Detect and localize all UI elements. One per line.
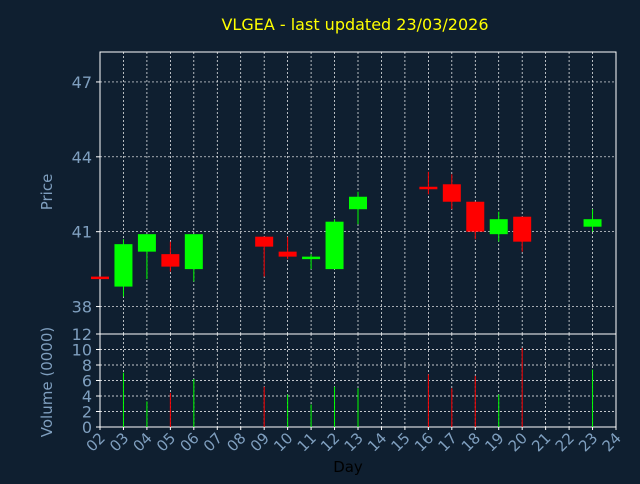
price-axis-label: Price: [38, 174, 56, 211]
x-tick-label: 16: [411, 429, 437, 455]
x-tick-label: 19: [481, 429, 507, 455]
x-axis-label: Day: [333, 458, 363, 476]
candle-body: [513, 216, 532, 242]
candle-body: [442, 184, 461, 202]
volume-tick-label: 2: [82, 403, 92, 422]
x-tick-label: 12: [317, 429, 343, 455]
x-tick-label: 06: [176, 429, 202, 455]
x-tick-label: 09: [247, 429, 273, 455]
x-tick-label: 08: [223, 429, 249, 455]
candle-body: [325, 221, 344, 270]
volume-axis-label: Volume (0000): [38, 327, 56, 437]
x-tick-label: 07: [200, 429, 226, 455]
price-tick-label: 38: [72, 298, 92, 317]
volume-tick-label: 12: [72, 325, 92, 344]
price-tick-label: 47: [72, 73, 92, 92]
volume-tick-label: 4: [82, 387, 92, 406]
x-tick-label: 03: [106, 429, 132, 455]
x-tick-label: 15: [388, 429, 414, 455]
x-tick-label: 21: [528, 429, 554, 455]
chart-title: VLGEA - last updated 23/03/2026: [221, 15, 488, 34]
volume-tick-label: 6: [82, 372, 92, 391]
x-tick-label: 14: [364, 429, 390, 455]
candle-body: [466, 201, 485, 232]
x-tick-label: 23: [575, 429, 601, 455]
x-tick-label: 05: [153, 429, 179, 455]
candle-body: [583, 219, 602, 227]
candle-body: [419, 186, 438, 190]
x-tick-label: 13: [341, 429, 367, 455]
volume-tick-label: 10: [72, 341, 92, 360]
candle-body: [302, 256, 321, 260]
candle-body: [91, 276, 109, 280]
candle-body: [278, 251, 297, 257]
candle-body: [161, 254, 180, 267]
price-panel: 38 41 44 47: [72, 51, 617, 335]
candle-body: [349, 196, 367, 210]
candle-body: [184, 234, 203, 270]
x-tick-label: 24: [599, 429, 625, 455]
volume-tick-label: 0: [82, 418, 92, 437]
candle-body: [137, 234, 156, 252]
candle-body: [114, 244, 133, 287]
x-tick-label: 18: [458, 429, 484, 455]
x-tick-label: 04: [130, 429, 156, 455]
volume-tick-label: 8: [82, 356, 92, 375]
candle-body: [489, 219, 508, 235]
x-tick-label: 11: [294, 429, 320, 455]
price-tick-label: 44: [72, 148, 92, 167]
x-tick-label: 22: [552, 429, 578, 455]
volume-panel: 0246810120203040506070809101112131415161…: [72, 325, 625, 455]
x-tick-label: 10: [270, 429, 296, 455]
x-tick-label: 20: [505, 429, 531, 455]
price-tick-label: 41: [72, 223, 92, 242]
x-tick-label: 17: [434, 429, 460, 455]
candle-body: [255, 236, 274, 247]
